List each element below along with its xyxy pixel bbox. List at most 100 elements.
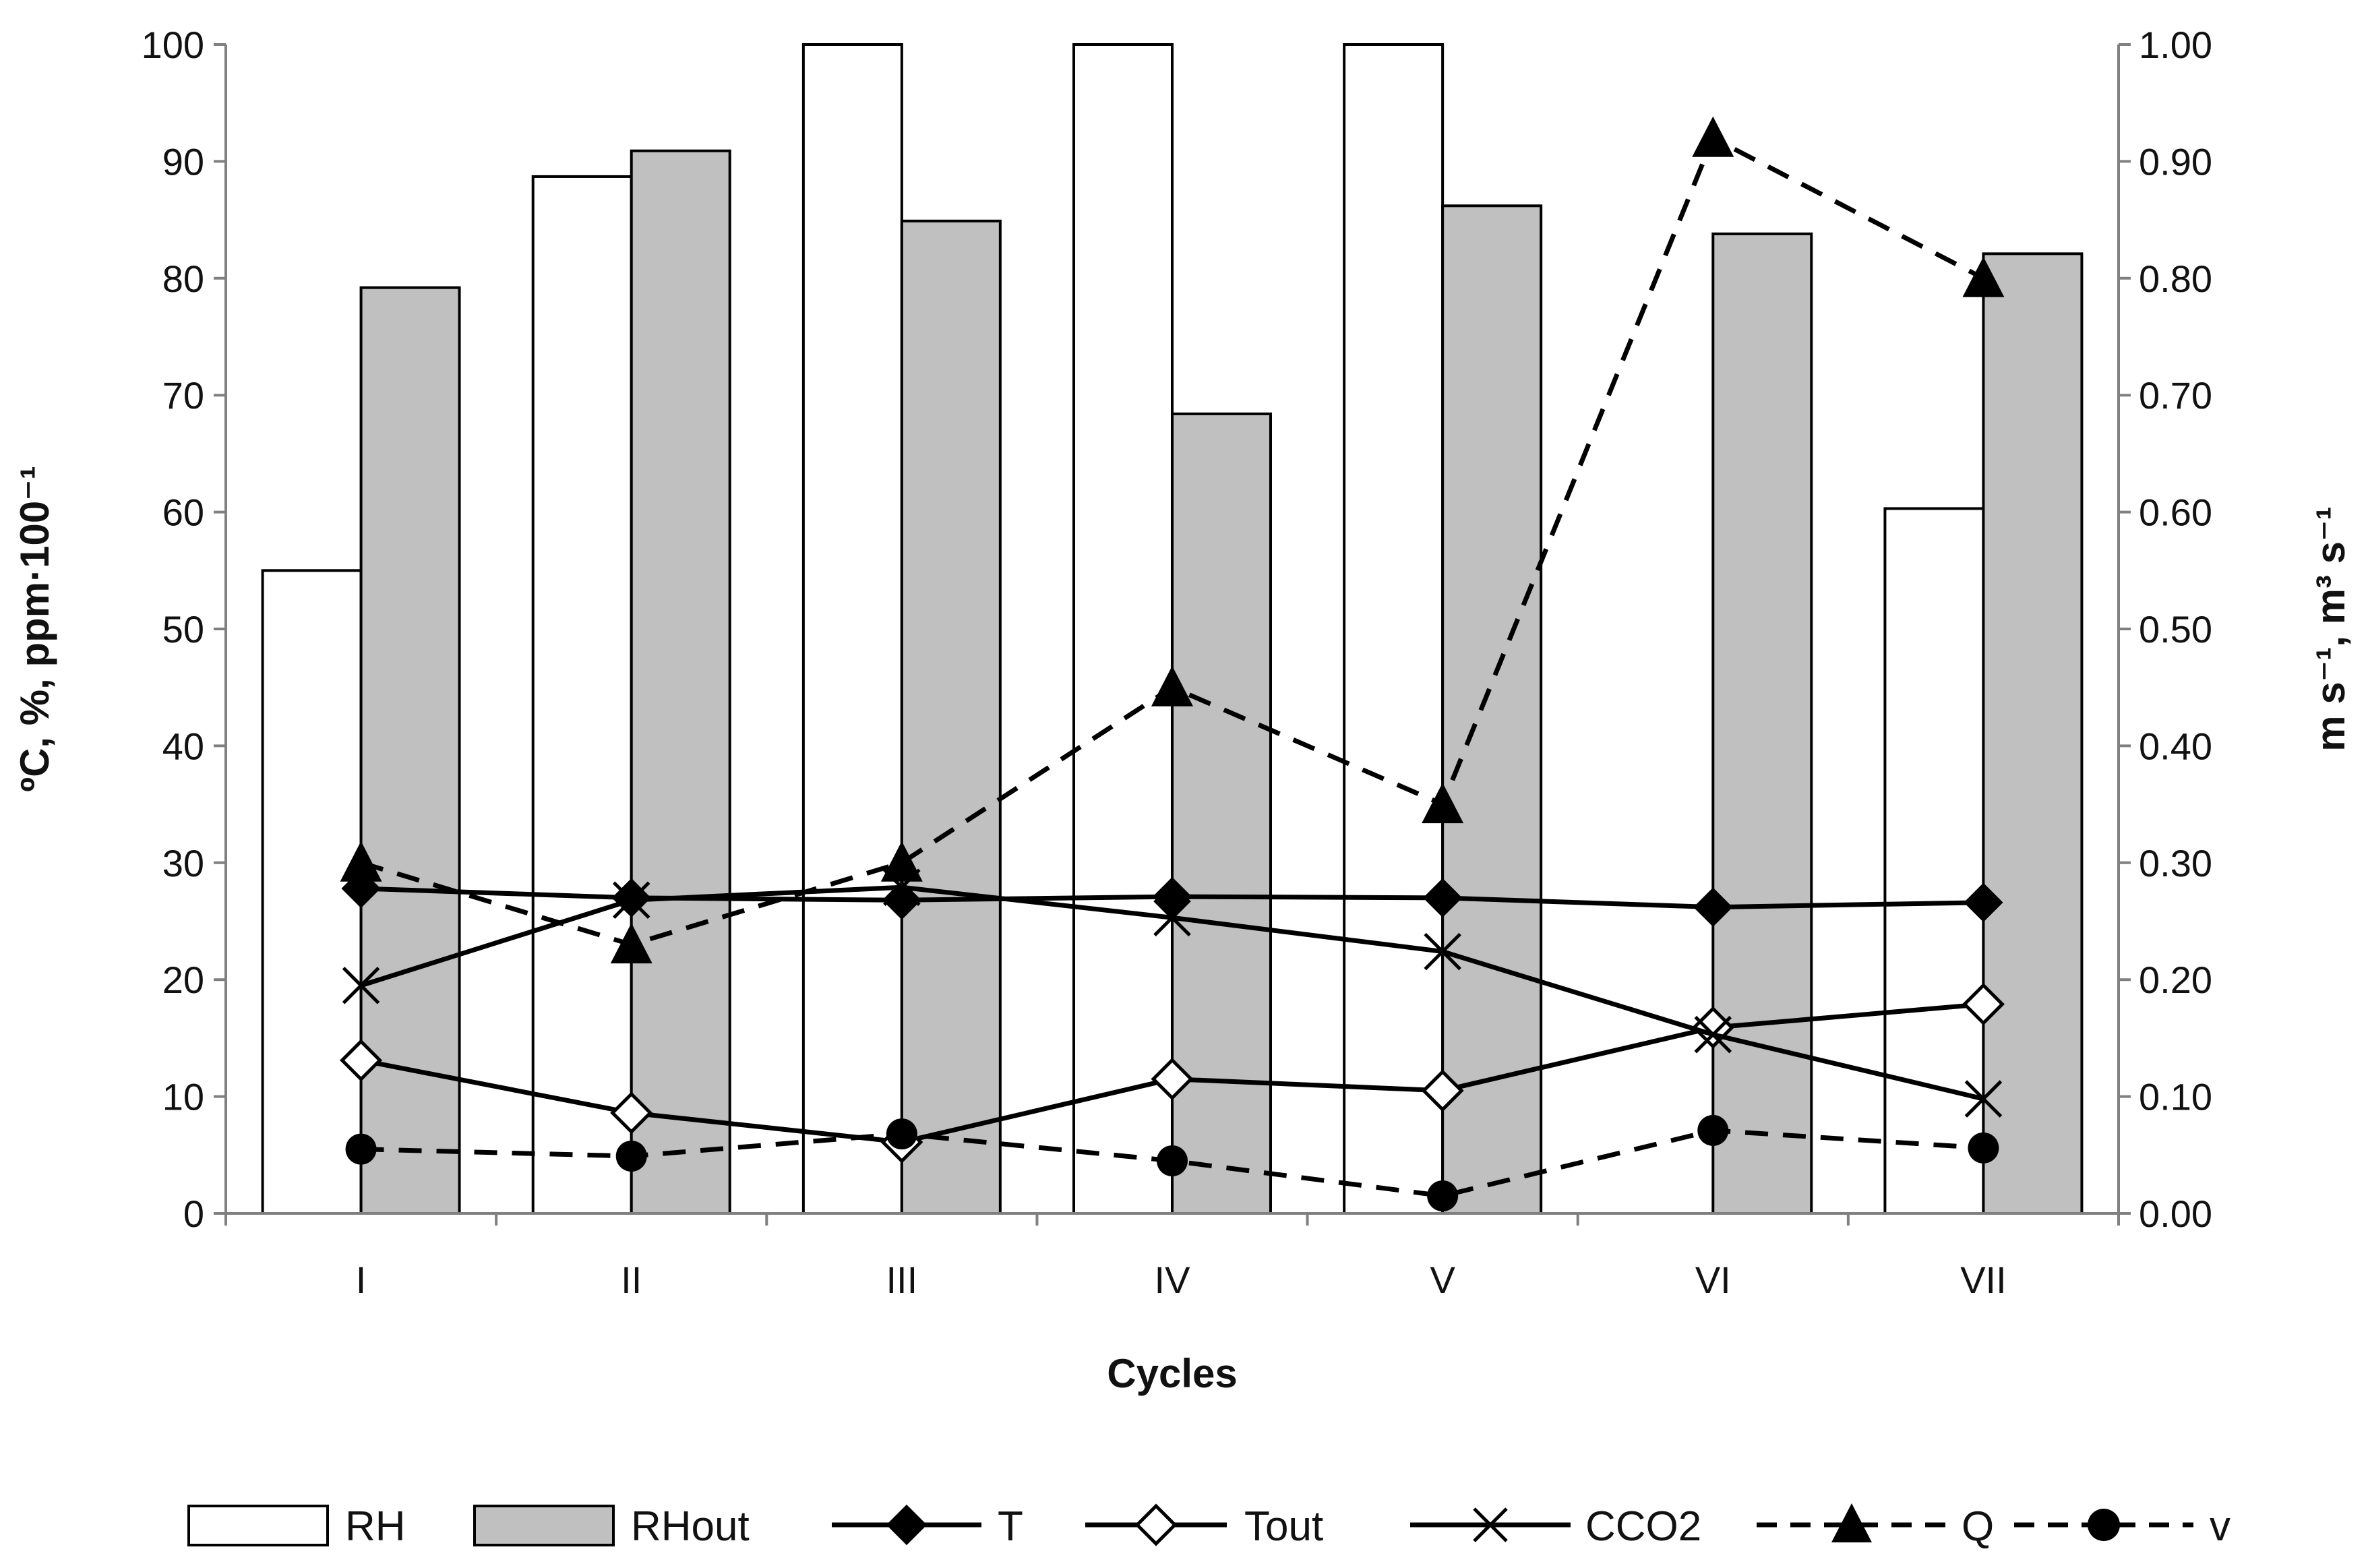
bar-rh-v xyxy=(1343,43,1445,1215)
marker-cco2-iv xyxy=(1153,899,1191,937)
legend-marker-cco2 xyxy=(1473,1507,1508,1542)
bar-rhout-iii xyxy=(900,219,1002,1215)
legend-item-rhout: RHout xyxy=(473,1503,750,1550)
y-left-tick-label-40: 40 xyxy=(162,725,204,767)
x-tick-label-ii: II xyxy=(621,1259,642,1301)
legend: RH RHout T Tout CCO2 Q v xyxy=(187,1503,2230,1550)
ticks-layer: 0 10 20 30 40 50 60 70 80 90 100 0.00 0.10 0.20 0.30 0.… xyxy=(142,24,2212,1301)
y-right-tick-label-0.40: 0.40 xyxy=(2139,725,2212,767)
y-axis-right-title: m s⁻¹, m³ s⁻¹ xyxy=(2308,506,2353,751)
y-right-tick-label-0.50: 0.50 xyxy=(2139,608,2212,651)
y-right-tick-label-0.20: 0.20 xyxy=(2139,959,2212,1001)
bar-rh-ii xyxy=(531,175,633,1215)
x-tick-label-iii: III xyxy=(886,1259,918,1301)
bars-layer xyxy=(261,43,2084,1215)
x-tick-label-vi: VI xyxy=(1695,1259,1731,1301)
marker-v-vi xyxy=(1697,1114,1729,1146)
marker-t-v xyxy=(1423,878,1463,917)
bar-rhout-iv xyxy=(1171,412,1272,1215)
legend-item-cco2: CCO2 xyxy=(1410,1503,1701,1550)
marker-q-v xyxy=(1422,783,1464,824)
y-left-tick-label-60: 60 xyxy=(162,491,204,534)
legend-swatch-rh xyxy=(187,1505,329,1546)
legend-item-t: T xyxy=(832,1503,1023,1550)
marker-q-vi xyxy=(1692,116,1734,157)
marker-v-i xyxy=(345,1133,377,1165)
bar-rhout-v xyxy=(1441,204,1543,1215)
y-left-tick-label-10: 10 xyxy=(162,1076,204,1118)
marker-tout-iv xyxy=(1151,1058,1194,1101)
bar-rh-iv xyxy=(1072,43,1174,1215)
bar-rh-iii xyxy=(801,43,903,1215)
legend-item-rh: RH xyxy=(187,1503,406,1550)
marker-tout-i xyxy=(340,1039,383,1082)
legend-label-t: T xyxy=(998,1503,1023,1550)
marker-t-iii xyxy=(882,880,921,920)
marker-v-vii xyxy=(1968,1132,1999,1164)
marker-q-ii xyxy=(610,923,652,964)
marker-cco2-ii xyxy=(612,881,650,919)
legend-marker-tout xyxy=(1134,1503,1178,1546)
marker-cco2-v xyxy=(1424,932,1461,971)
x-tick-label-iv: IV xyxy=(1155,1259,1191,1301)
marker-tout-v xyxy=(1421,1069,1464,1112)
bar-rhout-vi xyxy=(1711,232,1813,1215)
marker-t-iv xyxy=(1152,876,1192,917)
y-left-tick-label-80: 80 xyxy=(162,258,204,300)
marker-tout-ii xyxy=(610,1091,653,1135)
y-left-tick-label-90: 90 xyxy=(162,140,204,183)
y-right-tick-label-0.90: 0.90 xyxy=(2139,140,2212,183)
legend-swatch-rhout xyxy=(473,1505,615,1546)
y-left-tick-label-100: 100 xyxy=(142,24,204,66)
legend-label-rhout: RHout xyxy=(631,1503,750,1550)
marker-q-iv xyxy=(1151,665,1193,706)
legend-marker-t xyxy=(886,1504,928,1546)
marker-cco2-vi xyxy=(1694,1015,1732,1054)
y-right-tick-label-0.10: 0.10 xyxy=(2139,1076,2212,1118)
legend-label-rh: RH xyxy=(345,1503,406,1550)
marker-tout-vii xyxy=(1962,983,2005,1026)
y-right-tick-label-0.80: 0.80 xyxy=(2139,258,2212,300)
axes-layer xyxy=(214,43,2131,1226)
x-tick-label-vii: VII xyxy=(1960,1259,2006,1301)
marker-t-vi xyxy=(1693,887,1733,927)
marker-t-vii xyxy=(1964,882,2003,922)
bar-rhout-vii xyxy=(1982,252,2084,1215)
legend-marker-q xyxy=(1831,1503,1872,1542)
legend-item-v: v xyxy=(2014,1503,2230,1550)
bar-rh-vii xyxy=(1883,507,1985,1215)
y-left-tick-label-20: 20 xyxy=(162,959,204,1001)
bar-rh-i xyxy=(261,569,363,1215)
x-axis-title: Cycles xyxy=(1107,1351,1237,1396)
y-left-tick-label-30: 30 xyxy=(162,842,204,884)
y-right-tick-label-0.00: 0.00 xyxy=(2139,1193,2212,1235)
y-axis-left-title: ºC, %, ppm·100⁻¹ xyxy=(12,466,57,792)
legend-item-tout: Tout xyxy=(1085,1503,1323,1550)
legend-item-q: Q xyxy=(1757,1503,1994,1550)
x-tick-label-i: I xyxy=(356,1259,367,1301)
x-tick-label-v: V xyxy=(1430,1259,1455,1301)
y-right-tick-label-0.30: 0.30 xyxy=(2139,842,2212,884)
legend-marker-v xyxy=(2088,1509,2120,1541)
y-left-tick-label-50: 50 xyxy=(162,608,204,651)
bar-rhout-ii xyxy=(630,149,731,1215)
marker-v-ii xyxy=(615,1141,647,1172)
legend-label-q: Q xyxy=(1962,1503,1994,1550)
y-right-tick-label-0.60: 0.60 xyxy=(2139,491,2212,534)
marker-q-vii xyxy=(1962,256,2005,297)
marker-cco2-vii xyxy=(1964,1080,2003,1118)
marker-cco2-i xyxy=(342,967,380,1004)
marker-q-i xyxy=(340,841,382,882)
marker-q-iii xyxy=(880,841,923,882)
lines-layer xyxy=(340,116,2005,1211)
legend-label-v: v xyxy=(2210,1503,2230,1550)
legend-label-cco2: CCO2 xyxy=(1585,1503,1701,1550)
y-right-tick-label-1.00: 1.00 xyxy=(2139,24,2212,66)
marker-v-v xyxy=(1427,1180,1459,1211)
marker-v-iv xyxy=(1157,1145,1188,1176)
y-left-tick-label-70: 70 xyxy=(162,374,204,417)
y-right-tick-label-0.70: 0.70 xyxy=(2139,374,2212,417)
y-left-tick-label-0: 0 xyxy=(183,1193,204,1235)
marker-v-iii xyxy=(886,1118,917,1150)
